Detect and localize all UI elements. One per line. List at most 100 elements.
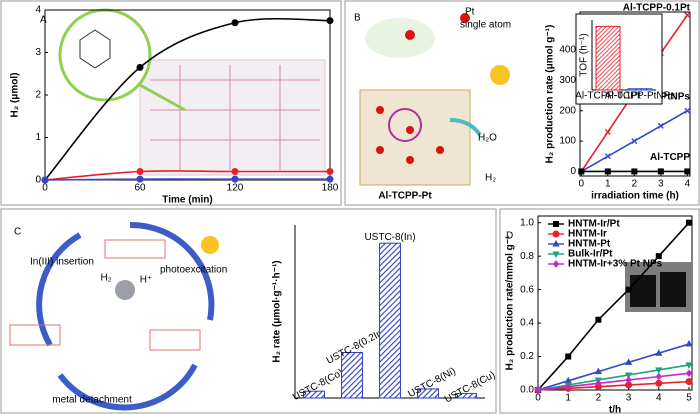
- legend-label: HNTM-Ir/Pt: [568, 219, 620, 230]
- bar: [417, 388, 439, 399]
- panel-label: D: [506, 231, 513, 242]
- marker: [594, 367, 602, 375]
- y-tick-label: 2: [35, 90, 41, 101]
- bar: [455, 392, 477, 399]
- y-tick-label: 3: [35, 47, 41, 58]
- annotation: Pt: [465, 7, 475, 18]
- annotation: photoexcitation: [160, 265, 227, 276]
- legend-marker: [552, 260, 560, 268]
- legend-marker: [552, 239, 560, 247]
- annotation: H₂O: [478, 133, 497, 144]
- x-tick-label: Al-TCPP-0.1Pt: [575, 91, 641, 102]
- y-tick-label: 1: [35, 132, 41, 143]
- y-tick-label: 0: [570, 166, 576, 177]
- series-line: [44, 170, 330, 181]
- marker: [136, 168, 144, 175]
- marker: [326, 168, 334, 175]
- annotation: metal detachment: [52, 395, 132, 406]
- bar: [627, 88, 653, 91]
- x-axis-label: t/h: [609, 405, 621, 414]
- annotation: H₂: [485, 173, 496, 184]
- panel-label: C: [14, 227, 21, 238]
- y-tick-label: 0.4: [520, 318, 534, 329]
- marker: [684, 12, 691, 19]
- marker: [655, 367, 663, 374]
- bar: [595, 25, 621, 91]
- annotation: single atom: [460, 20, 511, 31]
- inset-photo-d: [625, 262, 691, 312]
- y-tick-label: 400: [559, 45, 576, 56]
- legend-label: HNTM-Ir: [568, 229, 607, 240]
- x-tick-label: 60: [134, 183, 146, 194]
- y-axis-label: H₂ (μmol): [10, 73, 21, 118]
- panel-label: B: [354, 13, 361, 24]
- marker: [595, 316, 602, 323]
- marker: [624, 372, 633, 379]
- marker: [578, 168, 585, 175]
- marker: [326, 175, 334, 183]
- marker: [625, 286, 632, 293]
- marker: [685, 339, 693, 347]
- marker: [565, 353, 572, 360]
- marker: [655, 253, 662, 260]
- plot-frame: [537, 215, 693, 391]
- marker: [604, 168, 611, 175]
- y-tick-label: 0.8: [520, 251, 534, 262]
- series-line: [537, 364, 690, 391]
- marker: [624, 358, 633, 365]
- marker: [231, 19, 239, 27]
- marker: [534, 386, 542, 394]
- x-tick-label: 2: [596, 393, 602, 404]
- illustration-c: [9, 221, 219, 411]
- marker: [231, 175, 239, 183]
- marker: [604, 128, 611, 135]
- y-axis-label: TOF (h⁻¹): [579, 33, 590, 76]
- x-tick-label: 1: [565, 393, 571, 404]
- marker: [657, 122, 664, 129]
- marker: [655, 372, 662, 381]
- marker: [595, 379, 602, 388]
- y-tick-label: 1.0: [520, 217, 534, 228]
- marker: [685, 362, 693, 369]
- x-tick-label: 120: [227, 183, 244, 194]
- y-axis-label: H₂ production rate (μmol g⁻¹): [545, 25, 556, 164]
- marker: [565, 382, 572, 391]
- annotation: Al-TCPP-Pt: [378, 191, 432, 202]
- category-label: USTC-8(In): [364, 232, 415, 243]
- marker: [685, 369, 693, 378]
- panel-label: A: [40, 15, 47, 26]
- marker: [136, 175, 144, 183]
- y-tick-label: 0.2: [520, 351, 534, 362]
- series-line: [44, 17, 331, 181]
- series-label: Al-TCPP: [650, 152, 690, 163]
- annotation: H⁺: [140, 275, 153, 286]
- x-tick-label: 3: [626, 393, 632, 404]
- marker: [685, 378, 693, 386]
- illustration-a: [58, 8, 326, 176]
- x-tick-label: 1: [605, 179, 611, 190]
- marker: [136, 63, 144, 71]
- bar: [341, 351, 363, 399]
- marker: [625, 376, 632, 384]
- legend-label: HNTM-Pt: [568, 239, 611, 250]
- marker: [684, 168, 691, 175]
- marker: [685, 219, 692, 226]
- marker: [41, 176, 49, 184]
- legend-marker: [553, 221, 559, 227]
- y-tick-label: 0: [35, 175, 41, 186]
- x-tick-label: 0: [42, 183, 48, 194]
- x-tick-label: 4: [656, 393, 662, 404]
- bar: [303, 390, 325, 399]
- marker: [326, 17, 334, 25]
- marker: [655, 349, 663, 356]
- y-axis-label: H₂ rate (μmol·g⁻¹·h⁻¹): [272, 260, 283, 362]
- legend-label: Bulk-Ir/Pt: [568, 249, 613, 260]
- x-tick-label: 3: [658, 179, 664, 190]
- legend-marker: [552, 230, 560, 238]
- marker: [684, 107, 691, 114]
- x-tick-label: 4: [685, 179, 691, 190]
- series-line: [537, 372, 690, 391]
- x-tick-label: 0: [535, 393, 541, 404]
- y-tick-label: 200: [559, 105, 576, 116]
